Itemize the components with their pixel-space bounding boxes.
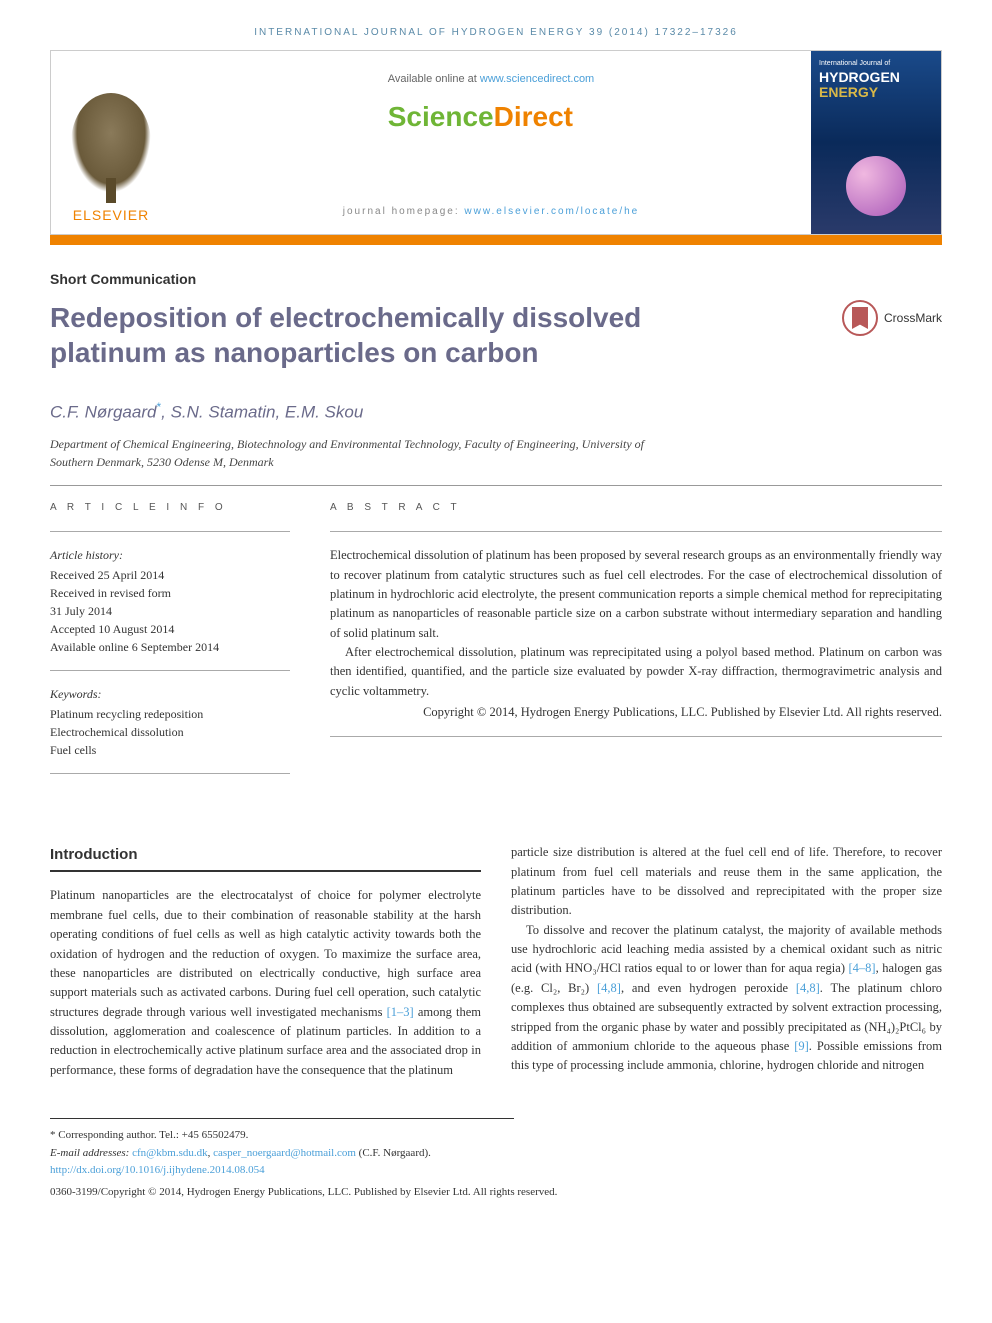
ref-1-3[interactable]: [1–3] (387, 1005, 414, 1019)
abstract-p1: Electrochemical dissolution of platinum … (330, 546, 942, 643)
masthead: ELSEVIER Available online at www.science… (50, 50, 942, 235)
doi-link[interactable]: http://dx.doi.org/10.1016/j.ijhydene.201… (50, 1164, 265, 1176)
intro-col2-p2: To dissolve and recover the platinum cat… (511, 921, 942, 1076)
author-corresponding: C.F. Nørgaard (50, 403, 156, 422)
intro-col2-p2c: , and even hydrogen peroxide (621, 981, 796, 995)
crossmark-badge[interactable]: CrossMark (842, 300, 942, 336)
abstract-rule-bottom (330, 736, 942, 737)
cover-line2: ENERGY (819, 84, 878, 100)
intro-col1-p1a: Platinum nanoparticles are the electroca… (50, 888, 481, 1018)
article-type: Short Communication (50, 269, 942, 290)
history-online: Available online 6 September 2014 (50, 638, 290, 656)
email-2[interactable]: casper_noergaard@hotmail.com (213, 1147, 356, 1159)
elsevier-label: ELSEVIER (73, 205, 149, 226)
body-col-left: Introduction Platinum nanoparticles are … (50, 843, 481, 1080)
history-accepted: Accepted 10 August 2014 (50, 620, 290, 638)
keywords-block: Keywords: Platinum recycling redepositio… (50, 685, 290, 759)
ref-4-8c[interactable]: [4,8] (796, 981, 820, 995)
rule-above-info (50, 485, 942, 486)
history-received: Received 25 April 2014 (50, 566, 290, 584)
email-1[interactable]: cfn@kbm.sdu.dk (132, 1147, 208, 1159)
cover-line1: HYDROGEN (819, 69, 900, 85)
history-label: Article history: (50, 546, 290, 564)
homepage-prefix: journal homepage: (343, 206, 465, 217)
cover-title: HYDROGEN ENERGY (819, 70, 933, 101)
ref-4-8b[interactable]: [4,8] (597, 981, 621, 995)
body-col-right: particle size distribution is altered at… (511, 843, 942, 1080)
history-revised-1: Received in revised form (50, 584, 290, 602)
email-label: E-mail addresses: (50, 1147, 132, 1159)
abstract-col: A B S T R A C T Electrochemical dissolut… (330, 500, 942, 788)
abstract-text: Electrochemical dissolution of platinum … (330, 546, 942, 701)
crossmark-icon (842, 300, 878, 336)
email-line: E-mail addresses: cfn@kbm.sdu.dk, casper… (50, 1145, 514, 1163)
info-abstract-row: A R T I C L E I N F O Article history: R… (50, 500, 942, 788)
title-row: Redeposition of electrochemically dissol… (50, 300, 942, 370)
available-prefix: Available online at (388, 73, 480, 85)
elsevier-tree-icon (71, 93, 151, 193)
cover-disc-icon (846, 156, 906, 216)
history-block: Article history: Received 25 April 2014 … (50, 546, 290, 656)
sd-direct: Direct (494, 101, 573, 132)
abstract-rule (330, 531, 942, 532)
journal-homepage-line: journal homepage: www.elsevier.com/locat… (343, 204, 639, 219)
keyword-3: Fuel cells (50, 741, 290, 759)
article-info-label: A R T I C L E I N F O (50, 500, 290, 515)
orange-rule (50, 235, 942, 245)
elsevier-logo-box: ELSEVIER (51, 51, 171, 234)
ref-9[interactable]: [9] (794, 1039, 809, 1053)
article-info-col: A R T I C L E I N F O Article history: R… (50, 500, 290, 788)
keyword-1: Platinum recycling redeposition (50, 705, 290, 723)
corresponding-note: * Corresponding author. Tel.: +45 655024… (50, 1127, 514, 1145)
intro-col1-p1: Platinum nanoparticles are the electroca… (50, 886, 481, 1080)
body-columns: Introduction Platinum nanoparticles are … (50, 843, 942, 1080)
abstract-label: A B S T R A C T (330, 500, 942, 515)
introduction-heading: Introduction (50, 843, 481, 872)
homepage-link[interactable]: www.elsevier.com/locate/he (464, 206, 639, 217)
journal-cover: International Journal of HYDROGEN ENERGY (811, 51, 941, 234)
info-rule-1 (50, 531, 290, 532)
keyword-2: Electrochemical dissolution (50, 723, 290, 741)
email-tail: (C.F. Nørgaard). (356, 1147, 431, 1159)
abstract-p2: After electrochemical dissolution, plati… (330, 643, 942, 701)
footnotes: * Corresponding author. Tel.: +45 655024… (50, 1118, 514, 1180)
sciencedirect-logo: ScienceDirect (388, 96, 594, 138)
authors-line: C.F. Nørgaard*, S.N. Stamatin, E.M. Skou (50, 398, 942, 425)
info-rule-3 (50, 773, 290, 774)
intro-col2-p1: particle size distribution is altered at… (511, 843, 942, 921)
sciencedirect-url[interactable]: www.sciencedirect.com (480, 73, 594, 85)
issn-copyright: 0360-3199/Copyright © 2014, Hydrogen Ene… (50, 1184, 942, 1201)
abstract-copyright: Copyright © 2014, Hydrogen Energy Public… (330, 703, 942, 722)
history-revised-2: 31 July 2014 (50, 602, 290, 620)
keywords-label: Keywords: (50, 685, 290, 703)
article-title: Redeposition of electrochemically dissol… (50, 300, 690, 370)
ref-4-8a[interactable]: [4–8] (849, 961, 876, 975)
sd-science: Science (388, 101, 494, 132)
available-online-line: Available online at www.sciencedirect.co… (388, 71, 594, 88)
info-rule-2 (50, 670, 290, 671)
masthead-center: Available online at www.sciencedirect.co… (171, 51, 811, 234)
running-head: INTERNATIONAL JOURNAL OF HYDROGEN ENERGY… (50, 0, 942, 50)
authors-rest: , S.N. Stamatin, E.M. Skou (161, 403, 363, 422)
affiliation: Department of Chemical Engineering, Biot… (50, 435, 670, 471)
crossmark-label: CrossMark (884, 309, 942, 327)
